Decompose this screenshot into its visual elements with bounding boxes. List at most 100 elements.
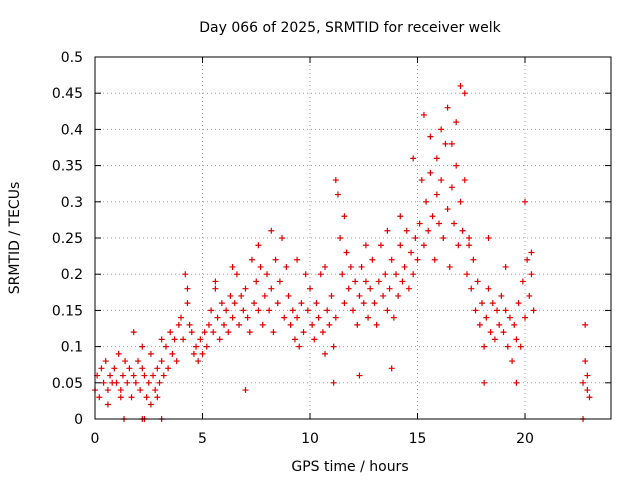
data-point [158, 336, 165, 343]
data-point [354, 321, 361, 328]
data-point [137, 387, 144, 394]
data-point [141, 372, 148, 379]
y-tick-label: 0.35 [52, 159, 83, 175]
data-point [519, 278, 526, 285]
data-point [433, 155, 440, 162]
data-point [425, 227, 432, 234]
data-point [481, 379, 488, 386]
data-point [513, 379, 520, 386]
data-point [461, 177, 468, 184]
data-point [311, 336, 318, 343]
data-point [242, 387, 249, 394]
data-point [111, 365, 118, 372]
data-point [113, 379, 120, 386]
plot-frame [94, 56, 612, 420]
data-point [408, 249, 415, 256]
data-point [457, 198, 464, 205]
data-point [322, 350, 329, 357]
y-axis-label: SRMTID / TECUs [7, 182, 23, 295]
data-point [197, 336, 204, 343]
data-point [436, 220, 442, 227]
data-point [401, 263, 408, 270]
data-point [345, 285, 352, 292]
data-point [107, 372, 114, 379]
data-point [259, 321, 266, 328]
data-point [150, 372, 157, 379]
data-point [165, 365, 172, 372]
data-point [104, 401, 111, 408]
data-point [126, 365, 133, 372]
data-point [283, 263, 290, 270]
data-point [253, 278, 260, 285]
data-point [264, 271, 270, 278]
data-point [461, 90, 468, 97]
data-point [242, 285, 249, 292]
data-point [347, 263, 354, 270]
data-point [119, 372, 126, 379]
data-point [418, 177, 425, 184]
data-point [332, 177, 339, 184]
data-point [487, 329, 494, 336]
y-tick-label: 0.4 [61, 122, 83, 138]
data-point [362, 242, 369, 249]
data-point [145, 379, 152, 386]
data-point [175, 321, 182, 328]
data-point [294, 314, 301, 321]
data-point [427, 133, 434, 140]
data-point [526, 292, 533, 299]
data-point [522, 314, 528, 321]
data-point [580, 379, 587, 386]
data-point [298, 300, 305, 307]
data-point [476, 321, 483, 328]
x-tick-label: 15 [409, 431, 427, 447]
data-point [399, 278, 406, 285]
data-point [444, 104, 451, 111]
x-axis-label: GPS time / hours [291, 459, 408, 475]
data-point [274, 300, 281, 307]
y-axis-ticks: 0 0.05 0.1 0.15 0.2 0.25 0.3 0.35 0.4 0.45 0.5 [52, 50, 611, 428]
data-point [468, 285, 475, 292]
data-point [184, 300, 191, 307]
data-point [584, 387, 591, 394]
data-point [319, 329, 326, 336]
data-point [236, 321, 243, 328]
y-tick-label: 0.2 [61, 267, 83, 283]
data-point [315, 314, 322, 321]
data-point [483, 314, 490, 321]
data-point [479, 300, 485, 307]
data-point [388, 256, 395, 263]
data-point [515, 300, 522, 307]
data-point [352, 278, 359, 285]
data-point [388, 365, 395, 372]
data-point [167, 329, 174, 336]
data-point [160, 372, 167, 379]
data-point [481, 343, 488, 350]
data-point [466, 242, 473, 249]
data-point [582, 321, 589, 328]
data-point [210, 329, 217, 336]
data-point [218, 300, 225, 307]
data-point [139, 343, 146, 350]
y-tick-label: 0.5 [61, 50, 83, 66]
data-point [491, 336, 498, 343]
data-point [341, 300, 348, 307]
data-point [416, 220, 423, 227]
data-point [511, 321, 518, 328]
data-point [513, 336, 520, 343]
data-point [154, 394, 161, 401]
data-point [227, 292, 234, 299]
data-point [485, 285, 492, 292]
data-point [502, 307, 509, 314]
data-point [248, 256, 255, 263]
data-point [380, 292, 387, 299]
data-point [255, 307, 262, 314]
data-point [489, 300, 496, 307]
x-tick-label: 10 [301, 431, 319, 447]
x-tick-label: 5 [198, 431, 207, 447]
data-point [309, 321, 316, 328]
data-point [279, 235, 286, 241]
data-point [485, 235, 492, 241]
data-point [117, 387, 124, 394]
data-point [302, 271, 309, 278]
